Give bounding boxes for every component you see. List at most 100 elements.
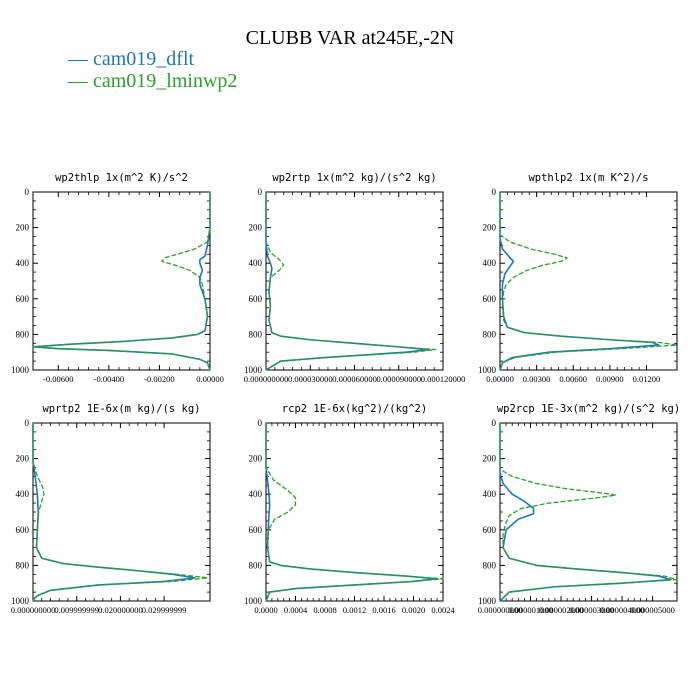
x-tick-label: 0.01200: [633, 374, 661, 384]
plot-frame: [32, 191, 211, 371]
y-tick-label: 800: [249, 329, 263, 339]
series-line-lminwp2: [32, 423, 209, 602]
x-tick-label: 0.009999999: [54, 605, 99, 615]
y-tick-label: 1000: [244, 365, 263, 375]
y-tick-label: 0: [258, 187, 263, 197]
series-line-dflt: [499, 192, 660, 371]
plot-frame: [265, 422, 444, 602]
x-tick-label: 0.0012: [343, 605, 366, 615]
x-tick-label: 0.000120000: [421, 374, 466, 384]
y-tick-label: 800: [483, 329, 497, 339]
x-tick-label: -0.00400: [94, 374, 124, 384]
subplot-5: rcp2 1E-6x(kg^2)/(kg^2) 0 200 400 600 800 1000…: [244, 403, 455, 615]
series-line-lminwp2: [265, 192, 437, 371]
subplot-title: wp2rtp 1x(m^2 kg)/(s^2 kg): [272, 172, 436, 184]
x-tick-label: 0.00600: [559, 374, 587, 384]
y-tick-label: 200: [16, 454, 30, 464]
y-tick-label: 0: [25, 187, 30, 197]
y-tick-label: 400: [16, 489, 30, 499]
subplot-1: wp2thlp 1x(m^2 K)/s^2 0 200 400 600 800 1000 -0…: [11, 172, 224, 384]
x-tick-label: 0.00300: [523, 374, 551, 384]
subplot-3: wpthlp2 1x(m K^2)/s020040060080010000.00…: [478, 172, 678, 384]
y-tick-label: 400: [483, 489, 497, 499]
series-line-lminwp2: [499, 423, 678, 602]
y-tick-label: 1000: [11, 365, 30, 375]
x-tick-label: -0.00600: [43, 374, 73, 384]
legend-label-lminwp2: cam019_lminwp2: [93, 70, 238, 92]
y-tick-label: 200: [249, 454, 263, 464]
x-tick-label: 0.0016: [372, 605, 395, 615]
subplot-title: wp2thlp 1x(m^2 K)/s^2: [55, 172, 188, 184]
y-tick-label: 400: [249, 258, 263, 268]
x-tick-label: 0.000005000: [630, 605, 675, 615]
x-tick-label: 0.000001000: [508, 605, 553, 615]
series-line-lminwp2: [265, 423, 444, 602]
x-tick-label: 0.0000: [254, 605, 277, 615]
y-tick-label: 800: [483, 560, 497, 570]
plot-frame: [499, 191, 678, 371]
x-tick-label: 0.0008: [313, 605, 336, 615]
series-line-dflt: [32, 192, 211, 371]
x-tick-label: 0.00000: [486, 374, 514, 384]
x-tick-label: 0.000060000: [332, 374, 377, 384]
y-tick-label: 600: [483, 525, 497, 535]
y-tick-label: 600: [483, 294, 497, 304]
y-tick-label: 200: [483, 223, 497, 233]
plot-frame: [32, 422, 211, 602]
y-tick-label: 800: [249, 560, 263, 570]
x-tick-label: 0.000004000: [600, 605, 645, 615]
subplot-title: rcp2 1E-6x(kg^2)/(kg^2): [282, 403, 427, 415]
y-tick-label: 1000: [11, 596, 30, 606]
x-tick-label: 0.00900: [596, 374, 624, 384]
y-tick-label: 200: [16, 223, 30, 233]
series-line-dflt: [265, 192, 430, 371]
series-line-lminwp2: [499, 192, 678, 371]
x-tick-label: 0.000000000: [244, 374, 289, 384]
y-tick-label: 600: [249, 525, 263, 535]
series-line-dflt: [265, 423, 437, 602]
subplot-title: wp2rcp 1E-3x(m^2 kg)/(s^2 kg): [497, 403, 680, 415]
subplot-2: wp2rtp 1x(m^2 kg)/(s^2 kg) 0 200 400 600 800 1…: [244, 172, 466, 384]
x-tick-label: 0.0020: [402, 605, 425, 615]
legend-entry-lminwp2: — cam019_lminwp2: [68, 70, 237, 93]
x-tick-label: 0.029999999: [142, 605, 187, 615]
x-tick-label: 0.000000000: [478, 605, 523, 615]
y-tick-label: 1000: [478, 365, 497, 375]
y-tick-label: 200: [249, 223, 263, 233]
series-line-lminwp2: [34, 192, 211, 371]
legend-entry-dflt: — cam019_dflt: [68, 48, 194, 71]
subplot-4: wprtp2 1E-6x(m kg)/(s kg) 0 200 400 600 800 10…: [11, 403, 211, 615]
x-tick-label: 0.0024: [431, 605, 455, 615]
figure-title: CLUBB VAR at245E,-2N: [245, 27, 455, 49]
legend-swatch-lminwp2: —: [68, 70, 88, 92]
x-tick-label: 0.000090000: [376, 374, 421, 384]
y-tick-label: 1000: [244, 596, 263, 606]
legend-label-dflt: cam019_dflt: [93, 48, 195, 70]
y-tick-label: 200: [483, 454, 497, 464]
legend-swatch-dflt: —: [68, 48, 88, 70]
y-tick-label: 800: [16, 560, 30, 570]
subplot-title: wprtp2 1E-6x(m kg)/(s kg): [42, 403, 200, 415]
x-tick-label: 0.000000000: [11, 605, 56, 615]
y-tick-label: 800: [16, 329, 30, 339]
x-tick-label: 0.00000: [196, 374, 224, 384]
y-tick-label: 400: [16, 258, 30, 268]
x-tick-label: 0.020000000: [98, 605, 143, 615]
y-tick-label: 600: [249, 294, 263, 304]
y-tick-label: 600: [16, 294, 30, 304]
y-tick-label: 400: [249, 489, 263, 499]
y-tick-label: 600: [16, 525, 30, 535]
y-tick-label: 0: [258, 418, 263, 428]
x-tick-label: 0.000002000: [539, 605, 584, 615]
x-tick-label: -0.00200: [144, 374, 174, 384]
y-tick-label: 400: [483, 258, 497, 268]
y-tick-label: 0: [25, 418, 30, 428]
subplot-title: wpthlp2 1x(m K^2)/s: [528, 172, 648, 184]
subplot-6: wp2rcp 1E-3x(m^2 kg)/(s^2 kg)0 200 400 600 8…: [478, 403, 680, 615]
x-tick-label: 0.000003000: [569, 605, 614, 615]
y-tick-label: 0: [492, 187, 497, 197]
y-tick-label: 0: [492, 418, 497, 428]
x-tick-label: 0.000030000: [288, 374, 333, 384]
x-tick-label: 0.0004: [284, 605, 308, 615]
